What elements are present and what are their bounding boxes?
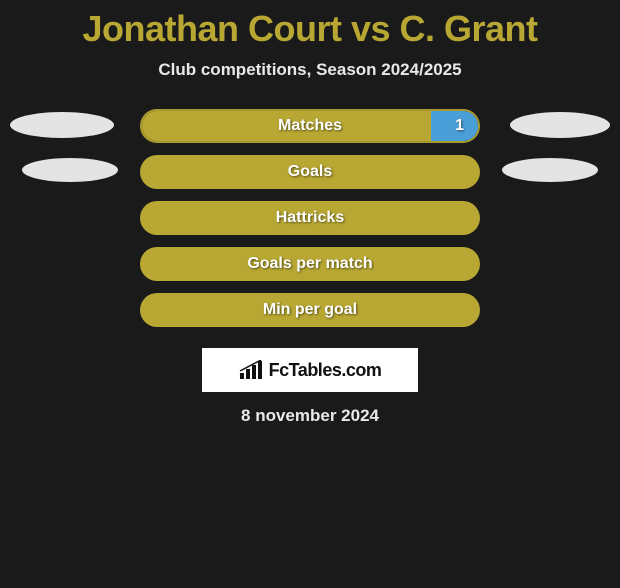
branding-box: FcTables.com (202, 348, 418, 392)
table-row: Min per goal (0, 288, 620, 334)
table-row: Goals per match (0, 242, 620, 288)
table-row: Goals (0, 150, 620, 196)
stat-value-right: 1 (455, 111, 464, 141)
stat-label: Goals (140, 155, 480, 189)
stat-bar: Hattricks (140, 201, 480, 235)
left-value-bubble (10, 112, 114, 138)
right-value-bubble (510, 112, 610, 138)
left-value-bubble (22, 158, 118, 182)
stat-bar: Min per goal (140, 293, 480, 327)
stat-label: Goals per match (140, 247, 480, 281)
date-text: 8 november 2024 (0, 406, 620, 426)
stat-label: Matches (142, 111, 478, 141)
subtitle: Club competitions, Season 2024/2025 (0, 60, 620, 80)
comparison-chart: Matches 1 Goals Hattricks Goals per matc… (0, 104, 620, 334)
right-value-bubble (502, 158, 598, 182)
page-title: Jonathan Court vs C. Grant (0, 8, 620, 50)
bars-icon (239, 360, 265, 380)
logo-text: FcTables.com (269, 360, 382, 381)
stat-bar: Matches 1 (140, 109, 480, 143)
stat-label: Min per goal (140, 293, 480, 327)
stat-label: Hattricks (140, 201, 480, 235)
stat-bar: Goals (140, 155, 480, 189)
stat-bar: Goals per match (140, 247, 480, 281)
table-row: Hattricks (0, 196, 620, 242)
table-row: Matches 1 (0, 104, 620, 150)
